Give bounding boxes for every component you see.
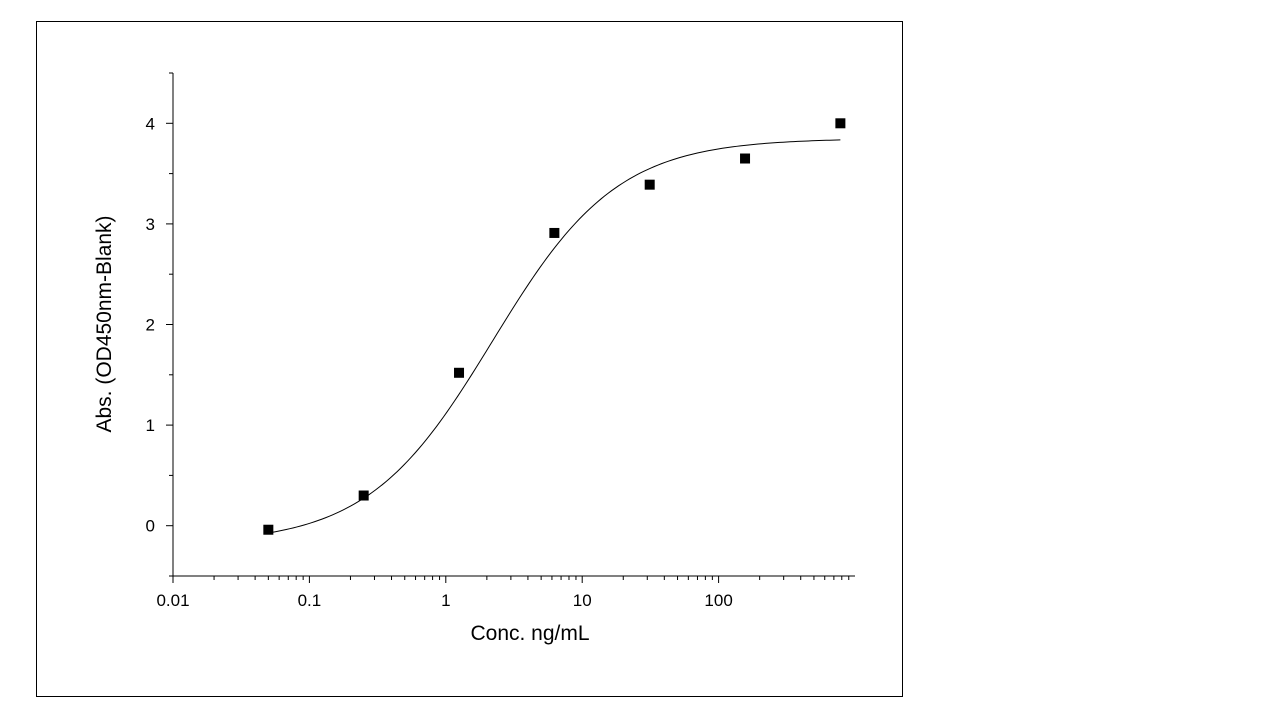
y-tick-label: 2 xyxy=(146,316,155,335)
x-axis-title: Conc. ng/mL xyxy=(470,622,589,645)
y-axis-title: Abs. (OD450nm-Blank) xyxy=(93,215,116,432)
fit-curve xyxy=(268,139,841,534)
data-point xyxy=(740,153,751,164)
data-points xyxy=(263,118,846,535)
x-tick-label: 0.1 xyxy=(298,591,322,610)
y-tick-label: 4 xyxy=(146,114,155,133)
data-point xyxy=(835,118,846,129)
axes xyxy=(172,73,855,577)
data-point xyxy=(454,367,465,378)
chart-plot: 0.01 0.1 1 10 100 0 1 2 3 4 Conc. ng/mL Abs. (OD4… xyxy=(93,72,855,645)
chart-frame: 0.01 0.1 1 10 100 0 1 2 3 4 Conc. ng/mL Abs. (OD4… xyxy=(36,21,903,697)
data-point xyxy=(549,227,560,238)
y-tick-label: 1 xyxy=(146,416,155,435)
x-tick-label: 0.01 xyxy=(156,591,189,610)
ticks xyxy=(166,72,850,583)
x-tick-label: 1 xyxy=(441,591,450,610)
data-point xyxy=(644,179,655,190)
tick-labels: 0.01 0.1 1 10 100 0 1 2 3 4 xyxy=(146,114,733,610)
y-tick-label: 0 xyxy=(146,517,155,536)
data-point xyxy=(263,524,274,535)
y-tick-label: 3 xyxy=(146,215,155,234)
x-tick-label: 100 xyxy=(704,591,732,610)
x-tick-label: 10 xyxy=(573,591,592,610)
data-point xyxy=(358,490,369,501)
